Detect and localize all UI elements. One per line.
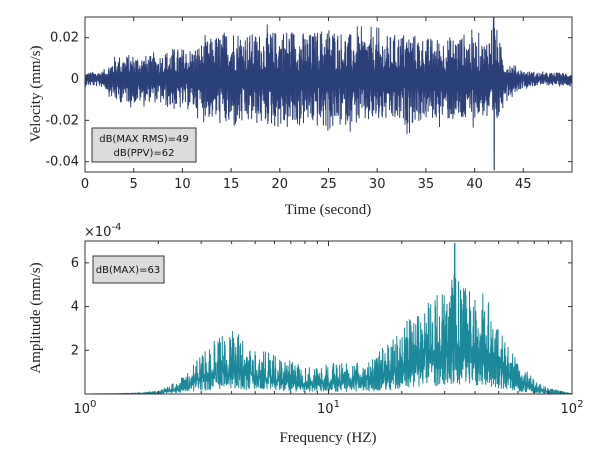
velocity-y-ticks: 0.02 0 -0.02 -0.04 [45,31,572,170]
amplitude-x-ticks: 100 101 102 [74,241,584,417]
velocity-signal-line [84,16,573,171]
amplitude-spectrum-line [85,242,573,395]
amplitude-y-tick-label: 2 [71,343,79,358]
velocity-x-tick-label: 35 [418,177,435,192]
amplitude-x-axis-label: Frequency (HZ) [279,430,376,446]
amplitude-x-tick-label: 102 [561,399,584,417]
velocity-x-tick-label: 20 [272,177,289,192]
amplitude-x-tick-label: 100 [74,399,97,417]
velocity-annotation-ppv: dB(PPV)=62 [113,148,174,159]
velocity-annotation-rms: dB(MAX RMS)=49 [99,134,189,145]
amplitude-y-exponent: ×10-4 [84,222,121,240]
amplitude-x-tick-exp: 0 [90,399,96,410]
velocity-x-tick-label: 40 [466,177,483,192]
amplitude-x-tick-exp: 1 [334,399,340,410]
velocity-x-tick-label: 0 [81,177,89,192]
amplitude-x-tick-exp: 2 [577,399,583,410]
amplitude-x-tick-base: 10 [317,402,334,417]
velocity-x-ticks: 0 5 10 15 20 25 30 35 40 45 [81,17,532,192]
velocity-x-tick-label: 25 [320,177,337,192]
velocity-annotation-box: dB(MAX RMS)=49 dB(PPV)=62 [91,127,197,163]
amplitude-x-tick-base: 10 [74,402,91,417]
amplitude-x-tick-base: 10 [561,402,578,417]
amplitude-annotation-max: dB(MAX)=63 [96,265,160,276]
amplitude-y-ticks: 2 4 6 [71,256,572,358]
amplitude-y-tick-label: 4 [71,300,79,315]
amplitude-y-exponent-power: -4 [111,222,121,233]
velocity-y-axis-label: Velocity (mm/s) [28,45,44,142]
velocity-y-tick-label: 0.02 [50,31,79,46]
velocity-y-tick-label: -0.04 [45,155,79,170]
amplitude-x-tick-label: 101 [317,399,340,417]
amplitude-y-axis-label: Amplitude (mm/s) [28,262,44,373]
velocity-x-tick-label: 15 [223,177,240,192]
amplitude-chart: ×10-4 100 101 102 246 Frequency (HZ) Ampli… [28,222,583,446]
velocity-x-tick-label: 5 [130,177,138,192]
velocity-x-tick-label: 45 [515,177,532,192]
velocity-x-axis-label: Time (second) [285,202,372,218]
velocity-y-tick-label: 0 [71,72,79,87]
amplitude-y-tick-label: 6 [71,256,79,271]
amplitude-annotation-box: dB(MAX)=63 [92,255,165,284]
velocity-y-tick-label: -0.02 [45,113,79,128]
velocity-chart: 0 5 10 15 20 25 30 35 40 45 0.02 0 -0.02 -0.04 Time … [28,16,573,218]
amplitude-y-exponent-base: ×10 [84,225,111,240]
velocity-x-tick-label: 10 [174,177,191,192]
velocity-x-tick-label: 30 [369,177,386,192]
